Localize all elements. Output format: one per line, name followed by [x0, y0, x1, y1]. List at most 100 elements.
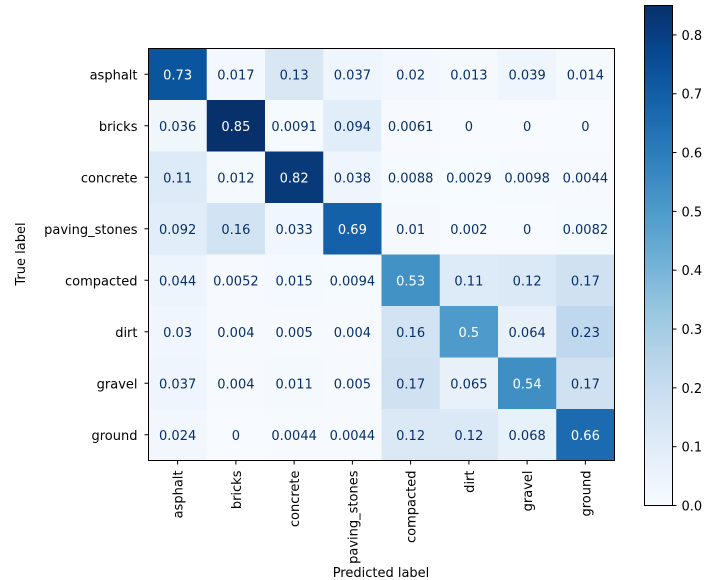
cell-value-label: 0.0098 [504, 171, 550, 186]
heatmap-cell [323, 306, 382, 358]
colorbar-tick-label: 0.5 [682, 205, 703, 220]
cell-value-label: 0.012 [217, 171, 254, 186]
heatmap-cell [206, 151, 266, 204]
heatmap-cell [323, 100, 382, 152]
heatmap-cell [148, 409, 208, 461]
y-tick-label: dirt [115, 326, 137, 341]
heatmap-cell [498, 409, 557, 461]
heatmap-cell [148, 48, 208, 101]
x-tick-label: dirt [463, 471, 478, 493]
cell-value-label: 0.01 [396, 223, 425, 238]
cell-value-label: 0.005 [334, 377, 371, 392]
cell-value-label: 0.015 [276, 274, 313, 289]
cell-value-label: 0.011 [276, 377, 313, 392]
cell-value-label: 0.004 [217, 326, 254, 341]
colorbar-ticks: 0.0 0.1 0.2 0.3 0.4 0.5 0.6 0.7 0.8 [672, 29, 703, 515]
heatmap-cell [323, 151, 382, 204]
cell-value-label: 0.017 [217, 68, 254, 83]
heatmap-cell [498, 151, 557, 204]
heatmap-cell [498, 357, 557, 410]
x-tick-label: gravel [521, 471, 536, 512]
cell-value-label: 0.54 [513, 377, 542, 392]
cell-value-label: 0.13 [280, 68, 309, 83]
heatmap-cell [381, 48, 441, 101]
x-axis: asphalt bricks concrete paving_stones compac… [172, 460, 594, 564]
heatmap-cell [439, 48, 499, 101]
heatmap-cell-labels: 0.73 0.017 0.13 0.037 0.02 0.013 0.039 0.014 0.0… [159, 68, 608, 444]
cell-value-label: 0.0082 [563, 223, 609, 238]
cell-value-label: 0.11 [454, 274, 483, 289]
cell-value-label: 0.17 [396, 377, 425, 392]
heatmap-cell [148, 306, 208, 358]
cell-value-label: 0.0044 [563, 171, 609, 186]
heatmap-cell [206, 306, 266, 358]
plot-frame [148, 48, 615, 461]
cell-value-label: 0.0052 [213, 274, 259, 289]
y-tick-label: asphalt [90, 68, 138, 83]
heatmap-cell [323, 357, 382, 410]
cell-value-label: 0.17 [571, 274, 600, 289]
heatmap-cell [439, 100, 499, 152]
heatmap-cell [323, 254, 382, 307]
heatmap-cell [556, 409, 615, 461]
x-axis-label: Predicted label [333, 566, 430, 580]
y-tick-label: compacted [65, 274, 137, 289]
y-axis-label: True label [14, 222, 29, 286]
y-axis: asphalt bricks concrete paving_stonescompac… [44, 68, 149, 444]
heatmap-cell [498, 203, 557, 255]
cell-value-label: 0.004 [217, 377, 254, 392]
colorbar-tick-label: 0.6 [682, 147, 703, 162]
cell-value-label: 0.69 [338, 223, 367, 238]
heatmap-cell [498, 254, 557, 307]
colorbar-tick-label: 0.3 [682, 323, 703, 338]
cell-value-label: 0.039 [509, 68, 546, 83]
cell-value-label: 0.12 [513, 274, 542, 289]
cell-value-label: 0.064 [509, 326, 546, 341]
heatmap-cell [265, 151, 324, 204]
heatmap-cell [148, 357, 208, 410]
heatmap-cell [439, 409, 499, 461]
heatmap-cell [381, 306, 441, 358]
cell-value-label: 0.038 [334, 171, 371, 186]
cell-value-label: 0.12 [396, 429, 425, 444]
x-tick-label: concrete [288, 470, 303, 527]
cell-value-label: 0.036 [159, 120, 196, 135]
cell-value-label: 0 [232, 429, 240, 444]
cell-value-label: 0.11 [163, 171, 192, 186]
heatmap-cell [206, 48, 266, 101]
heatmap-cell [265, 100, 324, 152]
heatmap-cell [498, 48, 557, 101]
heatmap-cell [381, 151, 441, 204]
heatmap-cell [206, 357, 266, 410]
heatmap-cell [148, 254, 208, 307]
cell-value-label: 0.02 [396, 68, 425, 83]
heatmap-cell [323, 409, 382, 461]
cell-value-label: 0.024 [159, 429, 196, 444]
heatmap-cell [439, 151, 499, 204]
heatmap-cell [556, 48, 615, 101]
cell-value-label: 0.66 [571, 429, 600, 444]
cell-value-label: 0 [581, 120, 589, 135]
y-tick-label: concrete [81, 171, 138, 186]
cell-value-label: 0.16 [221, 223, 250, 238]
cell-value-label: 0.16 [396, 326, 425, 341]
heatmap-cell [439, 357, 499, 410]
cell-value-label: 0.82 [280, 171, 309, 186]
colorbar-tick-label: 0.8 [682, 29, 703, 44]
cell-value-label: 0.0088 [388, 171, 434, 186]
cell-value-label: 0.0091 [271, 120, 317, 135]
cell-value-label: 0.005 [276, 326, 313, 341]
x-tick-label: compacted [405, 471, 420, 543]
cell-value-label: 0.094 [334, 120, 371, 135]
heatmap-cell [323, 203, 382, 255]
colorbar-tick-label: 0.0 [682, 500, 703, 515]
heatmap-cell [381, 357, 441, 410]
cell-value-label: 0.0061 [388, 120, 434, 135]
cell-value-label: 0.033 [276, 223, 313, 238]
cell-value-label: 0.014 [567, 68, 604, 83]
x-tick-label: bricks [230, 470, 245, 509]
colorbar [644, 5, 673, 506]
y-tick-label: gravel [97, 377, 138, 392]
heatmap-cell [381, 100, 441, 152]
heatmap-cell [556, 357, 615, 410]
